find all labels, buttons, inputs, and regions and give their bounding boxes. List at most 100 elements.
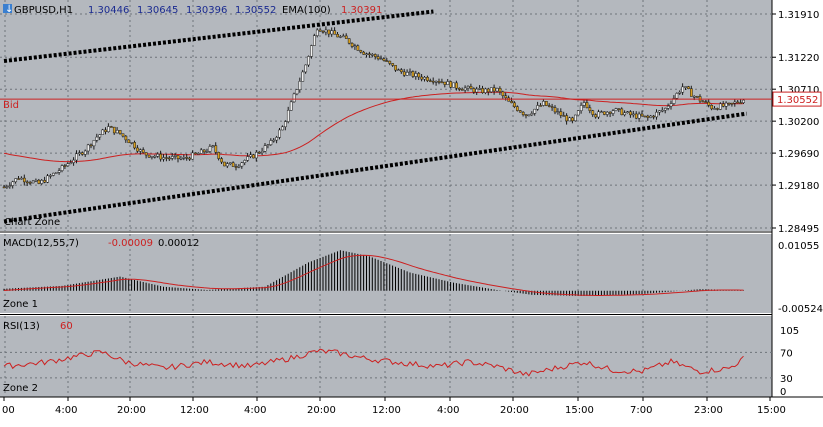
candle-bull — [626, 111, 629, 114]
candle-bull — [365, 53, 368, 56]
main-header: ↓ GBPUSD,H1 1.30446 1.30645 1.30396 1.30… — [3, 4, 382, 228]
macd-tick-label: 0.01055 — [778, 241, 819, 252]
candle-bear — [634, 113, 638, 119]
candle-bull — [408, 71, 412, 73]
candle-bear — [640, 113, 644, 117]
candle-bull — [52, 172, 55, 176]
candle-bull — [86, 144, 90, 152]
rsi-line — [3, 348, 744, 377]
candle-bull — [197, 153, 200, 155]
candle-bull — [669, 103, 673, 107]
candle-bear — [400, 69, 403, 73]
candle-bear — [417, 73, 421, 78]
candle-bear — [63, 165, 67, 167]
candle-bull — [60, 165, 64, 171]
candle-bull — [243, 160, 247, 164]
ohlc-close: 1.30552 — [235, 5, 276, 16]
candle-bull — [208, 146, 212, 152]
trendline-upper-channel — [3, 9, 434, 63]
candle-bull — [260, 151, 264, 153]
candle-bear — [562, 115, 566, 117]
candle-bull — [678, 91, 682, 94]
candle-bear — [501, 91, 505, 96]
candle-bull — [475, 88, 479, 93]
candle-bear — [617, 108, 621, 110]
candle-bull — [304, 64, 308, 73]
candle-bear — [608, 111, 612, 114]
candle-bear — [89, 144, 93, 147]
candle-bear — [481, 88, 484, 93]
candle-bear — [231, 162, 235, 167]
candle-bear — [25, 181, 29, 184]
candle-bull — [228, 162, 232, 165]
candle-bull — [92, 140, 96, 147]
ohlc-open: 1.30446 — [88, 5, 129, 16]
candle-bull — [533, 108, 537, 114]
candle-bear — [646, 115, 650, 118]
rsi-tick-label: 30 — [780, 374, 793, 385]
candle-bear — [28, 182, 32, 184]
candle-bear — [449, 81, 453, 88]
candle-bull — [463, 87, 467, 91]
candle-bull — [156, 153, 160, 157]
candle-bear — [643, 115, 647, 118]
candle-bull — [269, 140, 273, 145]
candle-bull — [205, 151, 209, 153]
candle-bear — [110, 126, 113, 128]
candle-bull — [675, 93, 679, 99]
candle-bear — [553, 107, 557, 113]
candle-bear — [124, 135, 128, 141]
candle-bull — [83, 150, 87, 155]
symbol-menu-icon[interactable] — [3, 4, 12, 13]
candle-bear — [513, 102, 516, 107]
macd-value2: 0.00012 — [158, 238, 199, 249]
candle-bull — [661, 109, 664, 112]
candle-bear — [2, 186, 6, 189]
candle-bear — [144, 152, 148, 156]
candle-bull — [162, 157, 165, 160]
candle-bull — [150, 156, 154, 158]
candle-bear — [469, 86, 473, 89]
candle-bear — [721, 103, 725, 107]
candle-bear — [716, 108, 719, 110]
candle-bull — [466, 86, 470, 89]
candle-bull — [649, 115, 653, 118]
ema-value: 1.30391 — [341, 5, 382, 16]
candle-bull — [66, 163, 70, 167]
candle-bear — [516, 106, 519, 111]
candle-bear — [730, 102, 734, 105]
candle-bear — [690, 88, 693, 97]
candle-bear — [356, 45, 360, 51]
candle-bull — [315, 29, 319, 36]
candle-bull — [582, 102, 586, 106]
candle-bull — [423, 77, 426, 80]
candle-bear — [455, 82, 458, 89]
candle-bull — [263, 145, 267, 152]
main-zone-label: Chart Zone — [4, 217, 60, 228]
candle-bear — [510, 101, 513, 104]
candle-bull — [342, 35, 345, 38]
candle-bear — [588, 107, 592, 111]
candle-bull — [170, 156, 174, 159]
candle-bear — [402, 71, 406, 76]
candle-bear — [17, 178, 20, 180]
candle-bull — [130, 142, 134, 144]
candle-bear — [687, 86, 690, 89]
candle-bull — [46, 175, 49, 183]
candle-bear — [736, 101, 740, 104]
candle-bull — [574, 114, 577, 122]
candle-bear — [112, 126, 116, 134]
candle-bear — [701, 100, 705, 103]
candle-bull — [107, 126, 110, 132]
candle-bull — [57, 170, 61, 173]
candle-bull — [284, 121, 287, 128]
candle-bear — [652, 115, 656, 118]
rsi-pane[interactable] — [0, 316, 772, 397]
candle-bull — [301, 71, 305, 82]
candle-bear — [359, 50, 363, 53]
candle-bull — [597, 111, 600, 118]
candle-bear — [710, 104, 714, 110]
candle-bear — [333, 30, 337, 35]
candle-bear — [185, 157, 189, 159]
candle-bear — [585, 102, 589, 109]
